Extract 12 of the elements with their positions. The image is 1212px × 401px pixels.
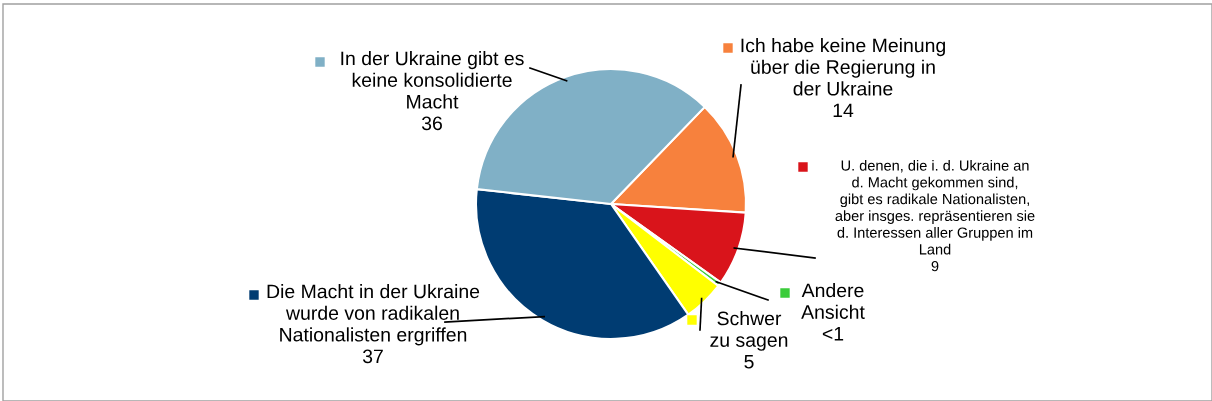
legend-label: Andere Ansicht [801,283,865,319]
data-label: 36 [421,116,442,131]
data-label: 9 [931,260,939,272]
legend-label: Die Macht in der Ukraine wurde von radikalen Nationalisten ergriffen [267,284,480,346]
legend-label: In der Ukraine gibt es keine konsolidierte Macht [341,51,524,109]
data-label: 14 [833,103,854,118]
legend-label: Ich habe keine Meinung über die Regierung in der Ukraine [741,38,945,96]
data-label: <1 [822,327,844,341]
data-label: 37 [362,349,383,364]
legend-label: Schwer zu sagen [710,311,788,351]
legend-label: U. denen, die i. d. Ukraine an d. Macht gekommen sind, gibt es radikale Nationalisten, aber insges. repräsentieren sie d. Interessen aller Gruppen im Land [835,160,1035,255]
data-label: 5 [744,355,754,369]
